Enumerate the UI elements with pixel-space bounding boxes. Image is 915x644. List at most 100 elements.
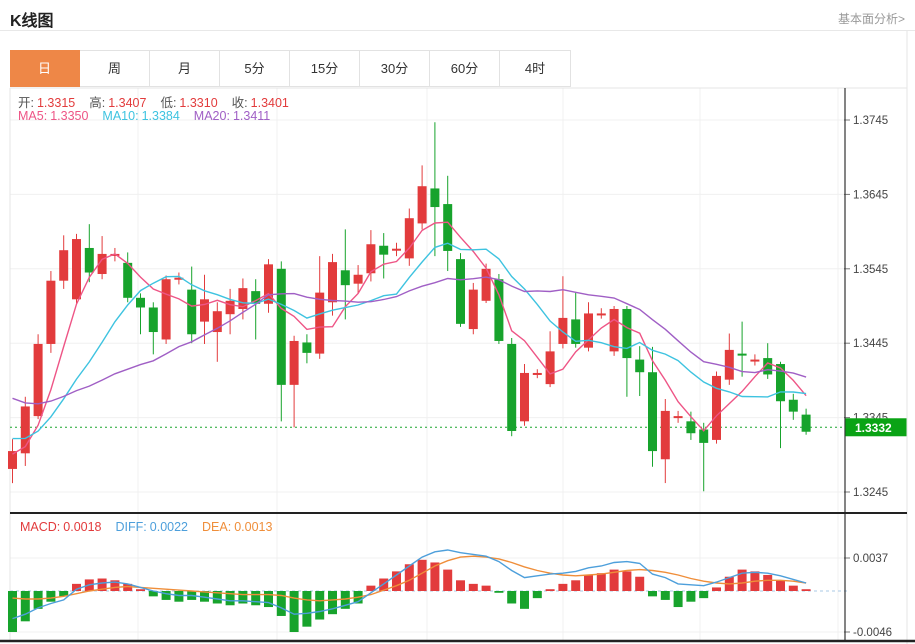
- candle-body[interactable]: [353, 274, 363, 284]
- candle-body[interactable]: [468, 289, 478, 330]
- macd-hist-bar: [59, 591, 69, 597]
- candle-body[interactable]: [724, 349, 734, 380]
- candle-body[interactable]: [212, 311, 222, 333]
- candle-body[interactable]: [276, 268, 286, 385]
- macd-hist-bar: [468, 583, 478, 591]
- candle-body[interactable]: [238, 288, 248, 309]
- price-axis-label: 1.3245: [853, 487, 888, 499]
- candle-body[interactable]: [251, 291, 261, 304]
- candle-body[interactable]: [596, 313, 606, 316]
- macd-hist-bar: [737, 569, 747, 591]
- high-label: 高:: [89, 96, 106, 110]
- candle-body[interactable]: [340, 270, 350, 286]
- tab-interval-5[interactable]: 30分: [360, 51, 430, 86]
- price-axis-label: 1.3645: [853, 189, 888, 201]
- tab-interval-4[interactable]: 15分: [290, 51, 360, 86]
- candle-body[interactable]: [289, 340, 299, 385]
- macd-hist-bar: [123, 583, 133, 591]
- candle-body[interactable]: [328, 262, 337, 303]
- candle-body[interactable]: [46, 280, 56, 344]
- candle-body[interactable]: [161, 279, 171, 340]
- candle-body[interactable]: [558, 317, 568, 344]
- candle-body[interactable]: [456, 259, 465, 324]
- candle-body[interactable]: [660, 410, 670, 460]
- candle-body[interactable]: [481, 268, 491, 301]
- ma5-line: [12, 221, 807, 455]
- candle-body[interactable]: [110, 253, 120, 256]
- candle-body[interactable]: [366, 244, 376, 274]
- candle-body[interactable]: [699, 429, 709, 443]
- candle-body[interactable]: [494, 279, 504, 341]
- candle-body[interactable]: [443, 204, 453, 251]
- candle-body[interactable]: [609, 308, 619, 352]
- candle-body[interactable]: [507, 343, 517, 431]
- ma5-label: MA5:: [18, 109, 48, 123]
- candle-body[interactable]: [712, 375, 721, 440]
- tab-interval-3[interactable]: 5分: [220, 51, 290, 86]
- candle-body[interactable]: [20, 406, 30, 454]
- candle-body[interactable]: [763, 358, 773, 375]
- candle-body[interactable]: [532, 372, 542, 375]
- candle-body[interactable]: [33, 343, 43, 417]
- candle-body[interactable]: [264, 264, 273, 304]
- candle-body[interactable]: [635, 359, 645, 373]
- candle-body[interactable]: [404, 218, 414, 259]
- macd-hist-bar: [417, 559, 427, 591]
- low-value: 1.3310: [179, 96, 218, 110]
- candle-body[interactable]: [392, 248, 401, 251]
- candle-body[interactable]: [59, 250, 69, 281]
- candle-body[interactable]: [776, 364, 785, 402]
- candle-body[interactable]: [302, 342, 312, 353]
- candle-body[interactable]: [417, 186, 427, 224]
- candle-body[interactable]: [788, 399, 798, 412]
- ma20-label: MA20:: [193, 109, 230, 123]
- candle-body[interactable]: [123, 262, 133, 298]
- candle-body[interactable]: [315, 292, 325, 354]
- candle-body[interactable]: [200, 299, 209, 322]
- candle-body[interactable]: [571, 319, 581, 344]
- macd-hist-bar: [673, 591, 683, 608]
- candle-body[interactable]: [801, 414, 811, 432]
- candle-body[interactable]: [648, 372, 657, 452]
- candle-body[interactable]: [737, 353, 747, 356]
- candle-body[interactable]: [622, 308, 632, 359]
- tab-interval-2[interactable]: 月: [150, 51, 220, 86]
- tab-interval-6[interactable]: 60分: [430, 51, 500, 86]
- candle-body[interactable]: [148, 307, 158, 333]
- candle-body[interactable]: [673, 416, 683, 419]
- candle-body[interactable]: [430, 188, 440, 208]
- macd-value: 0.0018: [63, 520, 102, 534]
- last-price-badge-value: 1.3332: [855, 421, 892, 435]
- candle-body[interactable]: [97, 253, 107, 275]
- macd-hist-bar: [456, 580, 465, 591]
- dea-line: [12, 555, 807, 602]
- dea-label: DEA:: [202, 520, 232, 534]
- tab-interval-0[interactable]: 日: [10, 50, 80, 87]
- candle-body[interactable]: [686, 421, 696, 434]
- high-value: 1.3407: [108, 96, 147, 110]
- macd-hist-bar: [584, 574, 593, 591]
- candle-body[interactable]: [136, 297, 145, 308]
- candle-body[interactable]: [225, 300, 235, 315]
- macd-hist-bar: [776, 580, 785, 591]
- fundamental-analysis-link[interactable]: 基本面分析>: [837, 12, 905, 26]
- ma20-line: [12, 276, 807, 405]
- candle-body[interactable]: [379, 245, 389, 255]
- candle-body[interactable]: [84, 247, 94, 273]
- macd-hist-bar: [276, 591, 286, 616]
- tab-interval-7[interactable]: 4时: [500, 51, 570, 86]
- candle-body[interactable]: [174, 277, 184, 280]
- candle-body[interactable]: [8, 451, 17, 469]
- candle-body[interactable]: [584, 313, 593, 348]
- tab-interval-1[interactable]: 周: [80, 51, 150, 86]
- candle-body[interactable]: [750, 359, 760, 362]
- candle-body[interactable]: [72, 239, 81, 300]
- macd-hist-bar: [340, 591, 350, 609]
- candle-body[interactable]: [520, 372, 529, 422]
- candle-body[interactable]: [545, 351, 555, 385]
- macd-hist-bar: [46, 591, 56, 602]
- candle-body[interactable]: [187, 289, 197, 335]
- macd-hist-bar: [97, 578, 107, 591]
